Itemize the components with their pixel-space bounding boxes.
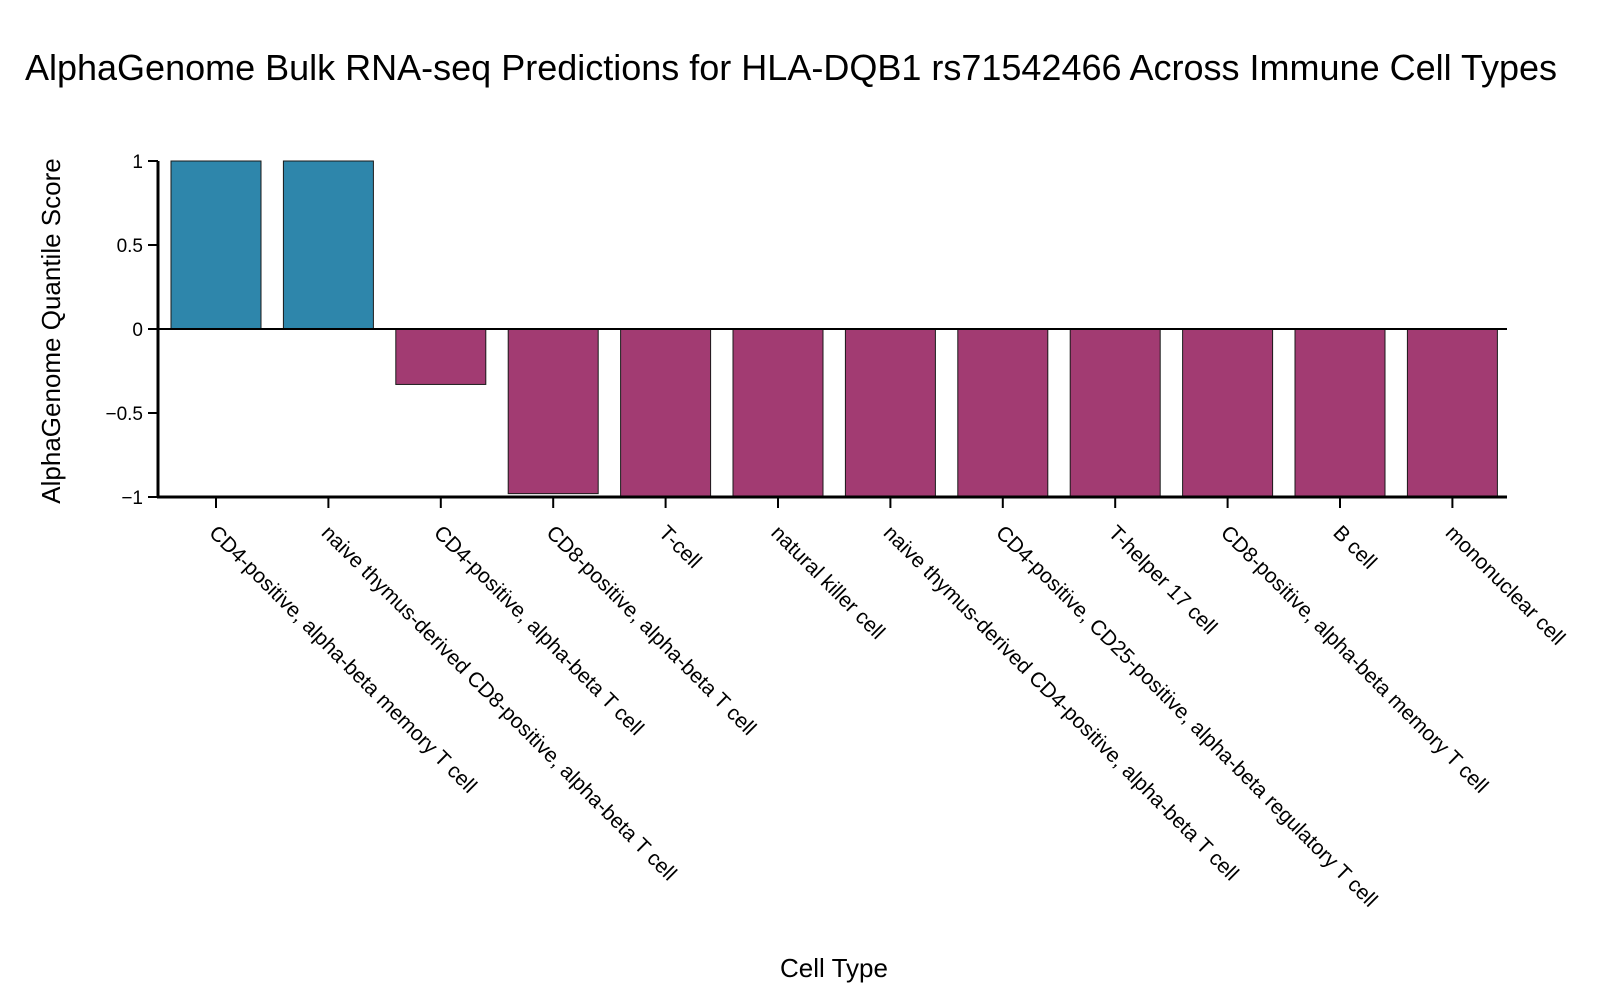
bar	[170, 160, 262, 330]
bar	[620, 328, 712, 497]
x-tick-label: B cell	[1328, 521, 1381, 574]
y-tick-label: −0.5	[105, 404, 143, 425]
y-tick-label: −1	[121, 488, 143, 509]
bar	[282, 160, 374, 330]
y-axis-label: AlphaGenome Quantile Score	[36, 158, 66, 503]
x-tick-label: CD4-positive, CD25-positive, alpha-beta …	[991, 521, 1381, 911]
bar	[732, 328, 824, 497]
x-axis-label: Cell Type	[780, 953, 888, 983]
bar	[1069, 328, 1161, 497]
bar	[844, 328, 936, 497]
bar	[1406, 328, 1498, 497]
y-tick-label: 0	[132, 320, 143, 341]
y-tick-label: 1	[132, 152, 143, 173]
bar	[1182, 328, 1274, 497]
x-tick-label: natural killer cell	[766, 521, 889, 644]
chart-title: AlphaGenome Bulk RNA-seq Predictions for…	[25, 47, 1557, 88]
bar	[395, 328, 487, 385]
x-tick-label: mononuclear cell	[1441, 521, 1570, 650]
bar	[1294, 328, 1386, 497]
x-tick-label: T-helper 17 cell	[1104, 521, 1222, 639]
bar	[957, 328, 1049, 497]
x-tick-label: CD4-positive, alpha-beta T cell	[429, 521, 648, 740]
x-tick-label: T-cell	[654, 521, 706, 573]
bar	[507, 328, 599, 495]
x-tick-label: CD8-positive, alpha-beta T cell	[542, 521, 761, 740]
y-tick-label: 0.5	[117, 236, 143, 257]
